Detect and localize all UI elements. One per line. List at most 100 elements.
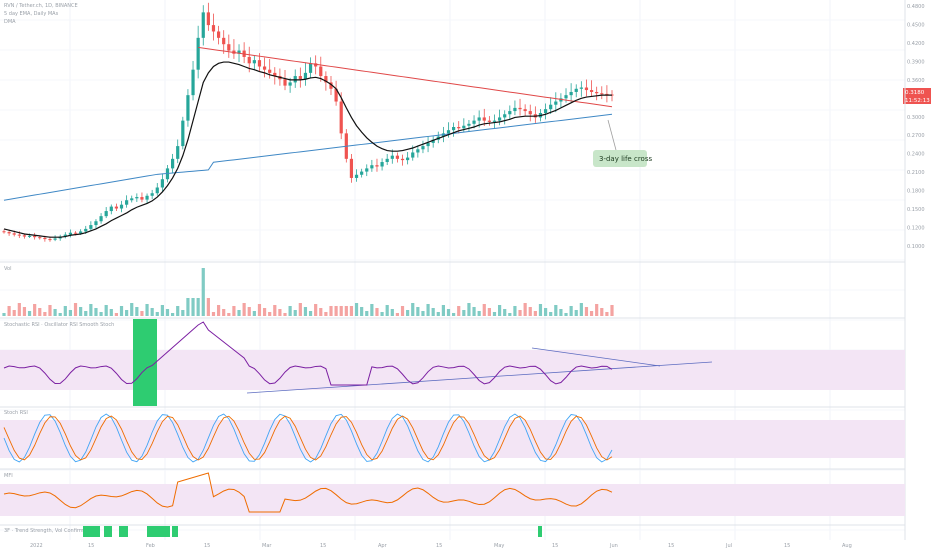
volume-bar [33, 304, 37, 316]
volume-bar [385, 305, 389, 316]
candle-body [503, 114, 507, 118]
candle-body [411, 152, 415, 158]
volume-bar [79, 307, 83, 316]
volume-bar [53, 309, 57, 316]
time-tick-label: 15 [88, 543, 94, 549]
candle-body [89, 225, 93, 229]
price-tick-label: 0.3600 [907, 78, 925, 84]
time-tick-label: Jun [609, 543, 618, 549]
volume-bar [467, 303, 471, 316]
volume-bar [543, 308, 548, 316]
candle-body [600, 93, 604, 95]
price-tick-label: 0.4500 [907, 22, 925, 28]
time-tick-label: Apr [378, 543, 388, 549]
volume-bar [431, 308, 435, 316]
volume-bar [273, 305, 277, 316]
candle-body [477, 117, 481, 121]
candle-body [171, 158, 175, 169]
candle-body [467, 123, 471, 126]
volume-bar [344, 306, 348, 316]
volume-bar [227, 313, 231, 316]
chart-symbol-title: RVN / Tether.ch, 1D, BINANCE [4, 3, 78, 9]
volume-bar [554, 305, 558, 316]
candle-body [354, 174, 359, 178]
ema-line [3, 61, 612, 238]
time-tick-label: May [494, 543, 504, 549]
candle-body [314, 63, 318, 67]
candle-body [84, 228, 88, 232]
volume-bar [104, 305, 108, 316]
candle-body [176, 146, 180, 159]
candle-body [375, 165, 379, 167]
candle-body [579, 87, 583, 89]
candle-body [155, 187, 159, 194]
volume-bar [232, 306, 236, 316]
candle-body [114, 206, 119, 209]
last-price-tag [903, 88, 931, 96]
price-tick-label: 0.4800 [907, 4, 925, 10]
candle-body [186, 95, 190, 121]
candle-body [457, 127, 461, 129]
time-tick-label: Feb [146, 543, 155, 549]
volume-bar [319, 308, 323, 316]
volume-bar [360, 307, 364, 316]
volume-bar [114, 313, 119, 316]
volume-bar [600, 308, 604, 316]
volume-bar [400, 306, 405, 316]
volume-bar [538, 304, 543, 316]
candle-body [125, 200, 129, 205]
volume-bar [99, 312, 103, 316]
candle-body [33, 235, 37, 238]
volume-bar [257, 304, 262, 316]
volume-bar [125, 310, 129, 316]
volume-bar [497, 305, 502, 316]
volume-bar [595, 304, 599, 316]
candle-body [446, 130, 451, 134]
volume-bar [492, 312, 497, 316]
candle-body [130, 198, 134, 201]
price-tick-label: 0.1500 [907, 207, 925, 213]
volume-bar [513, 306, 517, 316]
candle-body [426, 142, 430, 147]
volume-bar [308, 311, 313, 316]
volume-bar [569, 306, 573, 316]
candle-body [288, 82, 292, 86]
volume-bar [262, 308, 267, 316]
candle-body [370, 165, 374, 169]
candle-body [73, 232, 78, 234]
volume-bar [7, 306, 11, 316]
candle-body [360, 171, 364, 175]
signal-bar [104, 526, 112, 537]
volume-bar [196, 298, 200, 316]
candle-body [160, 179, 164, 188]
signal-bar [172, 526, 178, 537]
volume-bar [457, 306, 461, 316]
candle-body [339, 101, 343, 134]
annotation-box [593, 150, 647, 167]
candle-body [416, 149, 420, 153]
candle-body [140, 197, 144, 200]
volume-bar [584, 307, 589, 316]
volume-bar [523, 303, 527, 316]
volume-bar [518, 310, 522, 316]
candle-body [349, 158, 354, 178]
candle-body [191, 69, 195, 96]
volume-bar [278, 309, 282, 316]
candle-body [12, 233, 16, 235]
volume-bar [390, 309, 394, 316]
candle-body [569, 91, 573, 96]
candle-body [237, 50, 241, 54]
volume-bar [206, 298, 210, 316]
candle-body [472, 120, 476, 124]
candle-body [145, 195, 149, 200]
volume-bar [375, 308, 379, 316]
candle-body [595, 91, 599, 94]
candle-body [257, 60, 262, 67]
candle-body [421, 146, 425, 150]
volume-bar [487, 308, 491, 316]
chart-indicator-line-1: 5 day EMA, Daily MAs [4, 11, 59, 17]
candle-body [135, 197, 139, 199]
volume-bar [27, 311, 32, 316]
time-tick-label: 15 [204, 543, 210, 549]
